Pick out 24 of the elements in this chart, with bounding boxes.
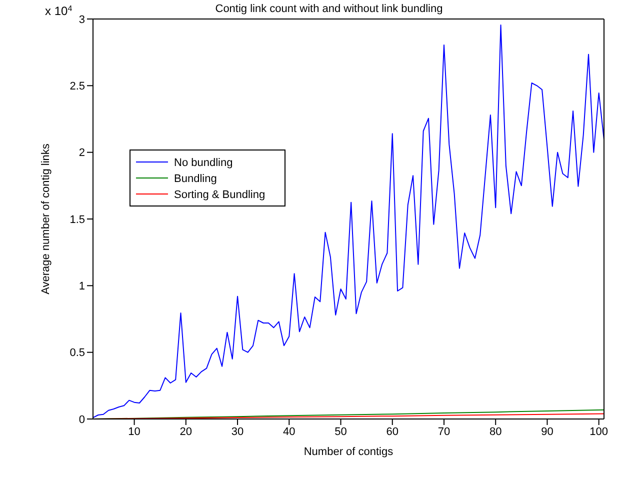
y-tick-label: 0 [78, 414, 85, 426]
x-tick-label: 50 [334, 426, 347, 438]
chart-title: Contig link count with and without link bundling [215, 3, 443, 15]
legend-label: Sorting & Bundling [174, 189, 266, 201]
y-tick-label: 3 [78, 14, 85, 26]
x-tick-label: 20 [180, 426, 192, 438]
x-tick-label: 30 [231, 426, 244, 438]
y-tick-label: 1 [78, 280, 85, 293]
y-tick-label: 2 [78, 147, 85, 160]
text: x 10$^{4}$ [45, 4, 73, 18]
x-tick-label: 80 [489, 426, 502, 438]
legend-label: Bundling [174, 173, 217, 185]
x-axis-title: Number of contigs [304, 446, 394, 458]
y-axis-title: Average number of contig links [40, 143, 52, 294]
y-tick-label: 0.5 [70, 347, 85, 360]
x-tick-label: 90 [541, 426, 554, 438]
y-tick-label: 1.5 [70, 214, 85, 226]
y-tick-label: 2.5 [70, 80, 85, 93]
x-tick-label: 70 [438, 426, 450, 438]
x-tick-label: 10 [128, 426, 140, 438]
x-tick-label: 60 [386, 426, 398, 438]
x-tick-label: 100 [590, 426, 608, 438]
legend-label: No bundling [174, 157, 233, 169]
x-tick-label: 40 [283, 426, 296, 438]
